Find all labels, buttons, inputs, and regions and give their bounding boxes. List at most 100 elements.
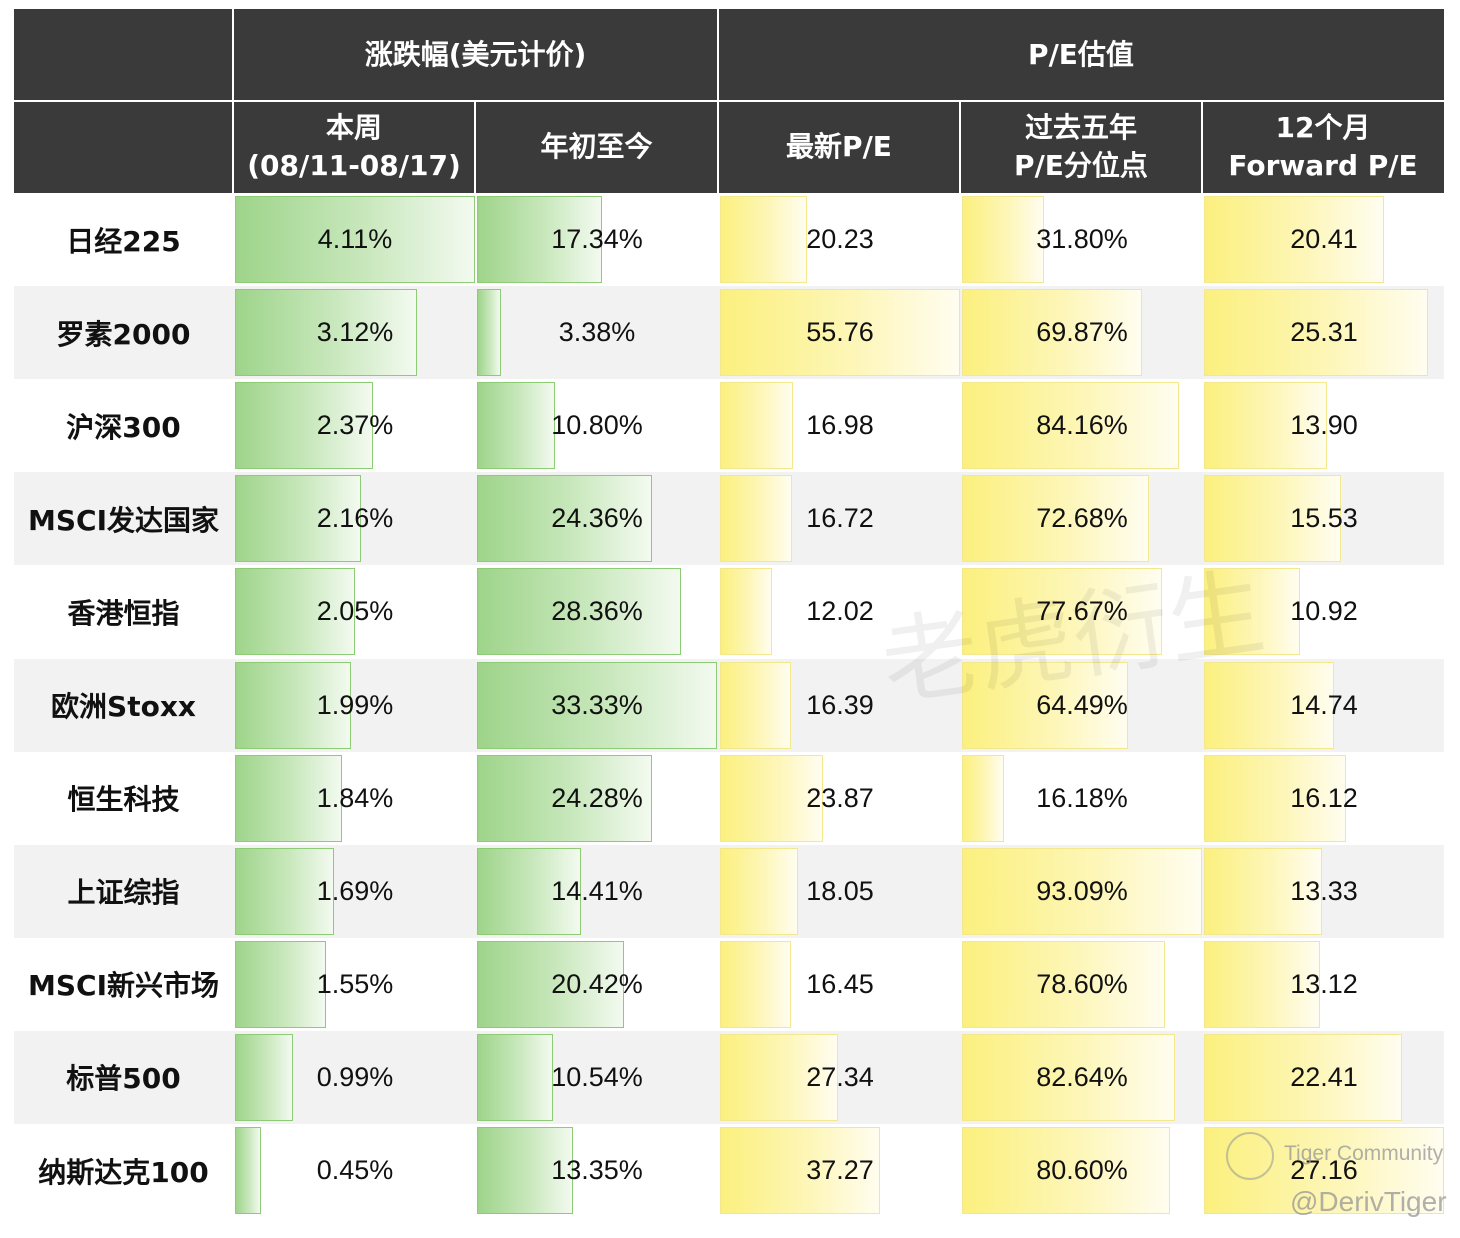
cell-pe-percentile: 72.68% [962,475,1202,563]
bar-ytd-change [477,1033,553,1121]
cell-pe-percentile: 93.09% [962,847,1202,935]
value-forward-pe: 13.90 [1290,410,1358,441]
value-pe-percentile: 77.67% [1036,596,1128,627]
bar-pe-percentile [962,940,1165,1028]
cell-latest-pe: 16.45 [720,940,960,1028]
value-week-change: 2.05% [316,596,394,627]
cell-week-change: 2.05% [235,568,475,656]
header-col-fwd-line2: Forward P/E [1228,149,1418,182]
header-col-latest-pe-label: 最新P/E [786,130,892,163]
value-latest-pe: 18.05 [806,875,874,906]
bar-latest-pe [720,661,791,749]
value-latest-pe: 16.72 [806,503,874,534]
value-pe-percentile: 72.68% [1036,503,1128,534]
bar-latest-pe [720,568,772,656]
watermark-handle: @DerivTiger [1290,1186,1447,1217]
value-latest-pe: 20.23 [806,224,874,255]
bar-week-change [235,475,361,563]
value-week-change: 3.12% [316,317,394,348]
cell-forward-pe: 14.74 [1204,661,1444,749]
row-label: MSCI发达国家 [28,503,219,537]
row-label: 上证综指 [67,876,180,910]
cell-pe-percentile: 84.16% [962,382,1202,470]
value-forward-pe: 22.41 [1290,1061,1358,1092]
row-label: 欧洲Stoxx [51,690,196,724]
cell-pe-percentile: 16.18% [962,754,1202,842]
bar-ytd-change [477,568,681,656]
cell-latest-pe: 20.23 [720,196,960,284]
cell-week-change: 0.45% [235,1127,475,1215]
cell-forward-pe: 20.41 [1204,196,1444,284]
value-pe-percentile: 69.87% [1036,317,1128,348]
bar-latest-pe [720,940,791,1028]
bar-week-change [235,661,351,749]
cell-forward-pe: 13.12 [1204,940,1444,1028]
bar-pe-percentile [962,847,1202,935]
cell-forward-pe: 13.90 [1204,382,1444,470]
bar-forward-pe [1204,661,1334,749]
bar-pe-percentile [962,475,1149,563]
cell-forward-pe: 16.12 [1204,754,1444,842]
bar-week-change [235,847,334,935]
bar-pe-percentile [962,289,1142,377]
cell-pe-percentile: 31.80% [962,196,1202,284]
bar-ytd-change [477,847,581,935]
bar-week-change [235,754,342,842]
cell-week-change: 1.99% [235,661,475,749]
header-corner-bottom [14,101,233,193]
cell-ytd-change: 3.38% [477,289,717,377]
value-forward-pe: 13.33 [1290,875,1358,906]
value-week-change: 0.99% [316,1061,394,1092]
cell-pe-percentile: 64.49% [962,661,1202,749]
value-pe-percentile: 78.60% [1036,968,1128,999]
value-week-change: 1.99% [316,689,394,720]
header-divider [959,101,961,193]
cell-week-change: 3.12% [235,289,475,377]
value-pe-percentile: 80.60% [1036,1155,1128,1186]
value-pe-percentile: 31.80% [1036,224,1128,255]
bar-pe-percentile [962,568,1162,656]
cell-latest-pe: 55.76 [720,289,960,377]
row-label: 罗素2000 [56,317,191,351]
row-label: MSCI新兴市场 [28,969,219,1003]
bar-pe-percentile [962,1127,1170,1215]
bar-forward-pe [1204,475,1341,563]
value-latest-pe: 16.39 [806,689,874,720]
value-latest-pe: 12.02 [806,596,874,627]
bar-pe-percentile [962,754,1004,842]
header-col-week: 本周 (08/11-08/17) [233,101,475,193]
bar-pe-percentile [962,196,1044,284]
cell-week-change: 1.84% [235,754,475,842]
value-ytd-change: 28.36% [551,596,643,627]
cell-latest-pe: 37.27 [720,1127,960,1215]
bar-forward-pe [1204,847,1322,935]
value-forward-pe: 27.16 [1290,1155,1358,1186]
value-ytd-change: 10.54% [551,1061,643,1092]
value-latest-pe: 27.34 [806,1061,874,1092]
bar-forward-pe [1204,754,1346,842]
bar-week-change [235,382,373,470]
row-label: 日经225 [66,224,181,258]
bar-ytd-change [477,940,624,1028]
header-divider [14,100,1444,102]
cell-forward-pe: 10.92 [1204,568,1444,656]
cell-latest-pe: 16.72 [720,475,960,563]
bar-latest-pe [720,289,960,377]
cell-week-change: 2.16% [235,475,475,563]
bar-latest-pe [720,847,798,935]
cell-pe-percentile: 80.60% [962,1127,1202,1215]
bar-ytd-change [477,754,652,842]
bar-week-change [235,289,417,377]
cell-forward-pe: 15.53 [1204,475,1444,563]
header-col-latest-pe: 最新P/E [718,101,960,193]
value-ytd-change: 20.42% [551,968,643,999]
bar-week-change [235,1127,261,1215]
bar-forward-pe [1204,382,1327,470]
value-forward-pe: 15.53 [1290,503,1358,534]
header-divider [474,101,476,193]
bar-forward-pe [1204,1033,1402,1121]
bar-latest-pe [720,382,793,470]
cell-week-change: 1.69% [235,847,475,935]
cell-latest-pe: 27.34 [720,1033,960,1121]
bar-ytd-change [477,289,501,377]
